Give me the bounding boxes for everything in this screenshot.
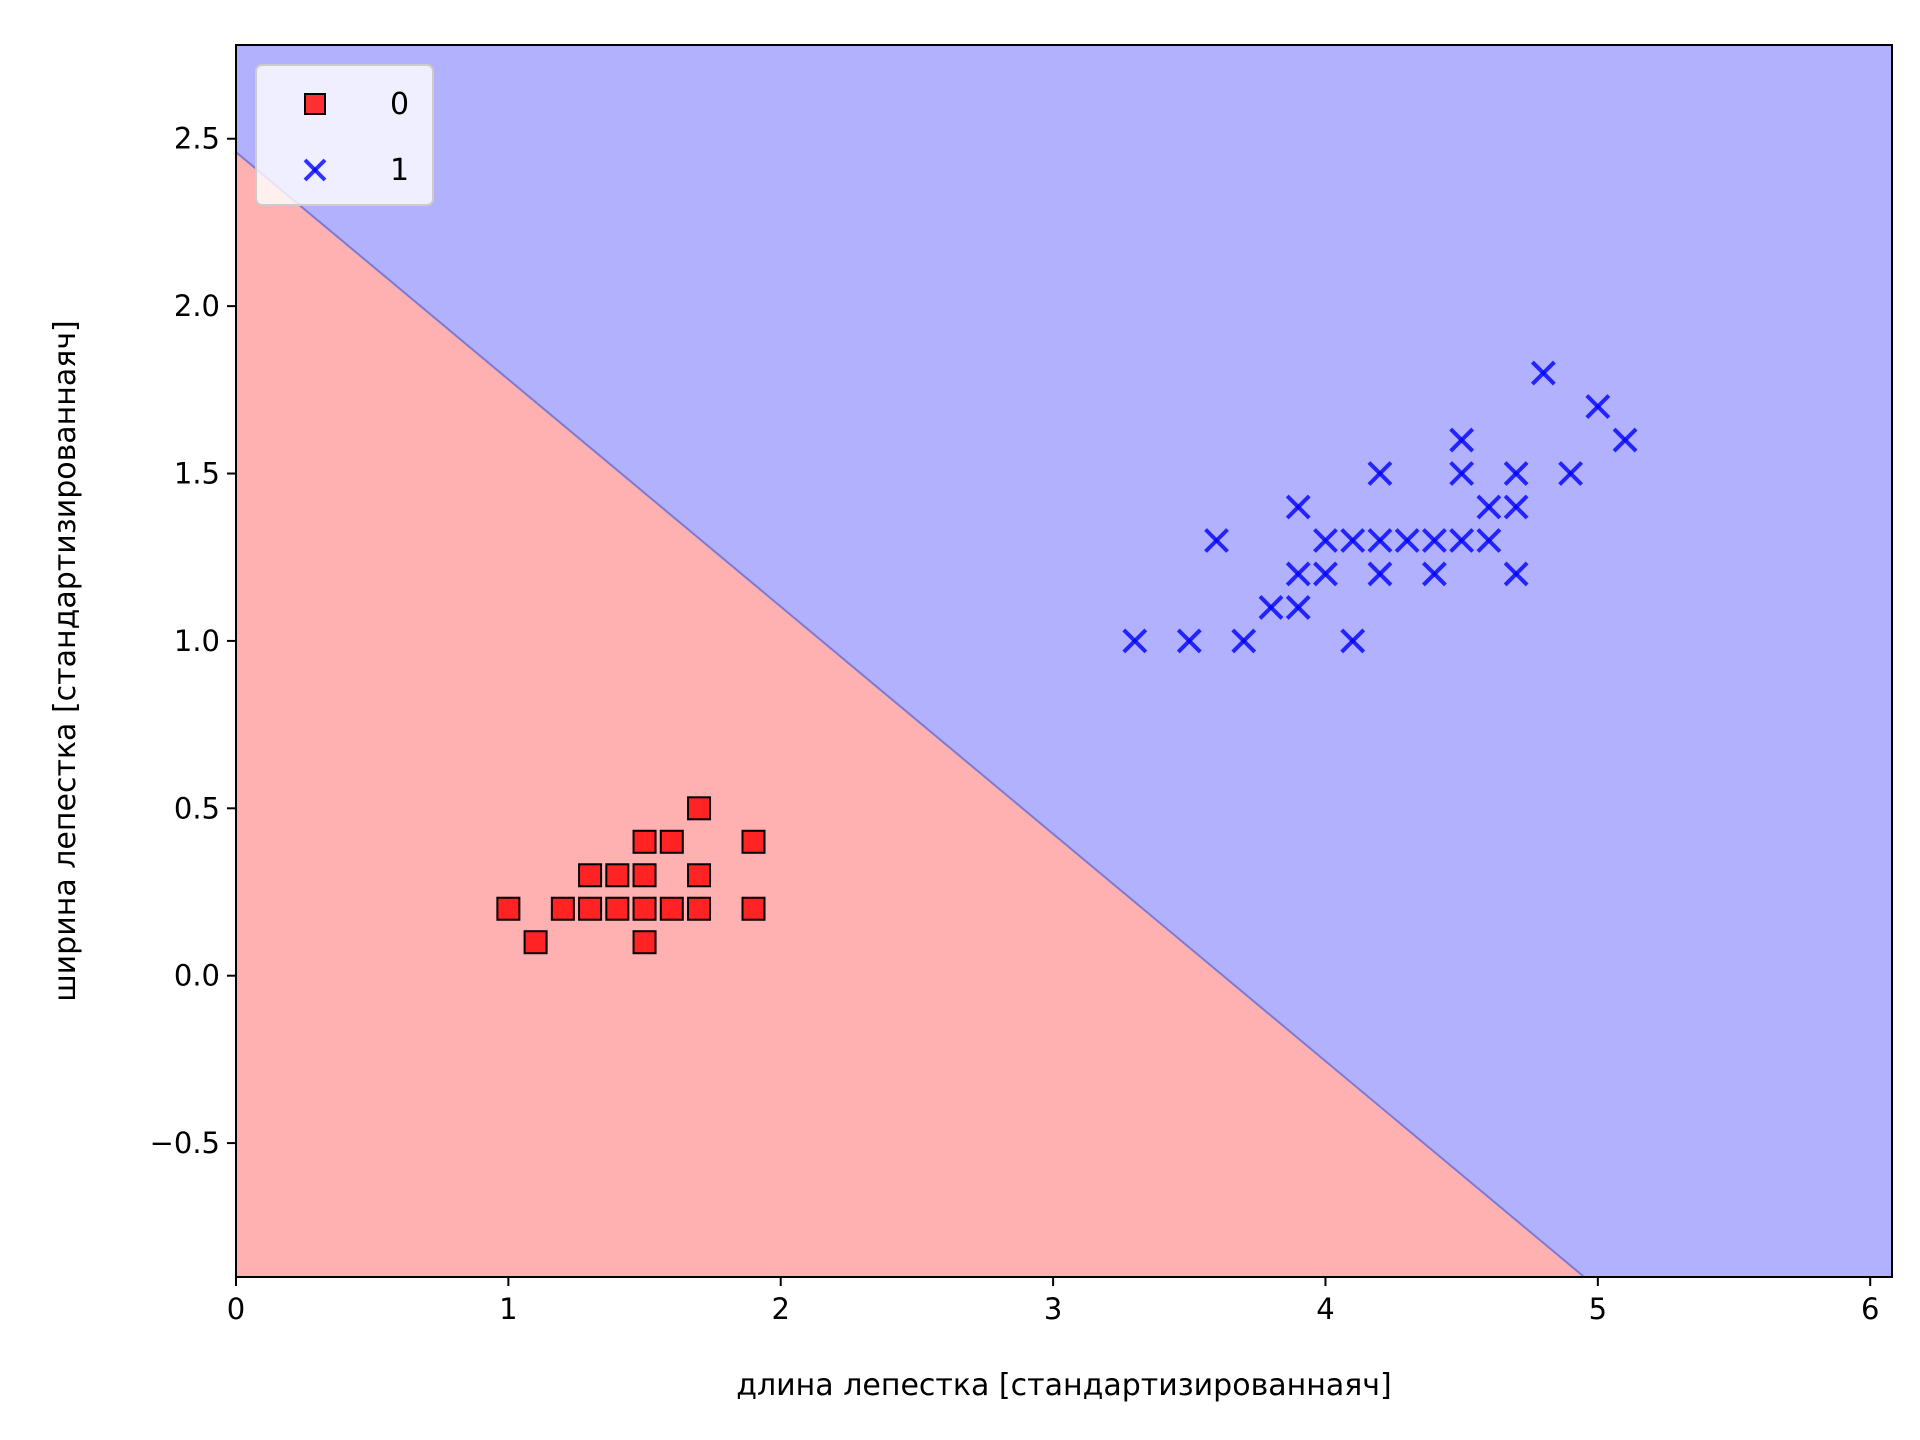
x-tick-label: 6: [1861, 1292, 1879, 1326]
point-class-1: [1503, 561, 1529, 587]
point-class-0: [741, 896, 766, 921]
point-class-1: [1394, 528, 1420, 553]
point-class-1: [1285, 595, 1311, 620]
data-points: [496, 360, 1638, 955]
point-class-0: [605, 896, 630, 921]
legend-label-1: 1: [390, 153, 409, 188]
point-class-1: [1313, 528, 1338, 553]
point-class-1: [1422, 528, 1447, 553]
point-class-0: [687, 863, 712, 888]
x-tick-label: 3: [1044, 1292, 1062, 1326]
plot-frame: [235, 44, 1893, 1278]
x-tick-label: 1: [499, 1292, 517, 1326]
point-class-0: [741, 829, 766, 854]
point-class-0: [632, 829, 657, 854]
point-class-1: [1503, 494, 1529, 520]
point-class-1: [1231, 628, 1257, 654]
point-class-1: [1313, 561, 1338, 587]
y-tick-label: 1.5: [174, 457, 220, 491]
point-class-1: [1476, 528, 1502, 553]
y-tick-label: 0.5: [174, 791, 220, 825]
point-class-0: [496, 896, 521, 921]
y-tick-label: −0.5: [150, 1126, 220, 1160]
point-class-0: [659, 896, 684, 921]
legend-marker-0: [304, 93, 326, 115]
point-class-1: [1340, 628, 1366, 654]
point-class-1: [1449, 528, 1475, 553]
point-class-1: [1530, 360, 1556, 386]
point-class-1: [1449, 461, 1475, 486]
y-tick-label: 0.0: [174, 959, 220, 993]
point-class-1: [1476, 494, 1502, 520]
point-class-0: [578, 863, 603, 888]
y-tick-label: 1.0: [174, 624, 220, 658]
y-axis-label: ширина лепестка [стандартизированнаяч]: [48, 320, 83, 1002]
point-class-1: [1612, 427, 1638, 453]
point-class-0: [632, 863, 657, 888]
decision-boundary-line: [236, 151, 1585, 1277]
point-class-1: [1122, 628, 1148, 654]
point-class-1: [1367, 561, 1393, 587]
legend: 0 1: [255, 64, 434, 206]
y-tick-label: 2.5: [174, 122, 220, 156]
point-class-1: [1176, 628, 1202, 654]
point-class-1: [1204, 528, 1229, 553]
point-class-0: [632, 930, 657, 955]
legend-label-0: 0: [390, 87, 409, 122]
y-axis-ticks: −0.5 0.0 0.5 1.0 1.5 2.0 2.5: [150, 122, 236, 1160]
x-tick-label: 0: [227, 1292, 245, 1326]
x-tick-label: 2: [772, 1292, 790, 1326]
point-class-1: [1285, 494, 1311, 520]
point-class-1: [1558, 461, 1584, 486]
x-axis-ticks: 0 1 2 3 4 5 6: [227, 1277, 1879, 1326]
legend-marker-1: [303, 158, 327, 182]
point-class-1: [1367, 461, 1393, 486]
legend-box: [255, 64, 434, 206]
point-class-1: [1258, 595, 1284, 620]
point-class-1: [1367, 528, 1393, 553]
point-class-0: [550, 896, 575, 921]
point-class-1: [1285, 561, 1311, 587]
point-class-0: [687, 896, 712, 921]
y-tick-label: 2.0: [174, 289, 220, 323]
point-class-0: [687, 796, 712, 821]
point-class-1: [1449, 427, 1475, 453]
point-class-1: [1585, 394, 1611, 419]
point-class-1: [1422, 561, 1447, 587]
point-class-0: [523, 930, 548, 955]
x-tick-label: 4: [1316, 1292, 1334, 1326]
decision-regions: [236, 45, 1892, 1277]
x-tick-label: 5: [1589, 1292, 1607, 1326]
point-class-1: [1503, 461, 1529, 486]
x-axis-label: длина лепестка [стандартизированнаяч]: [736, 1368, 1391, 1403]
point-class-0: [578, 896, 603, 921]
point-class-0: [605, 863, 630, 888]
point-class-1: [1340, 528, 1366, 553]
point-class-0: [659, 829, 684, 854]
point-class-0: [632, 896, 657, 921]
